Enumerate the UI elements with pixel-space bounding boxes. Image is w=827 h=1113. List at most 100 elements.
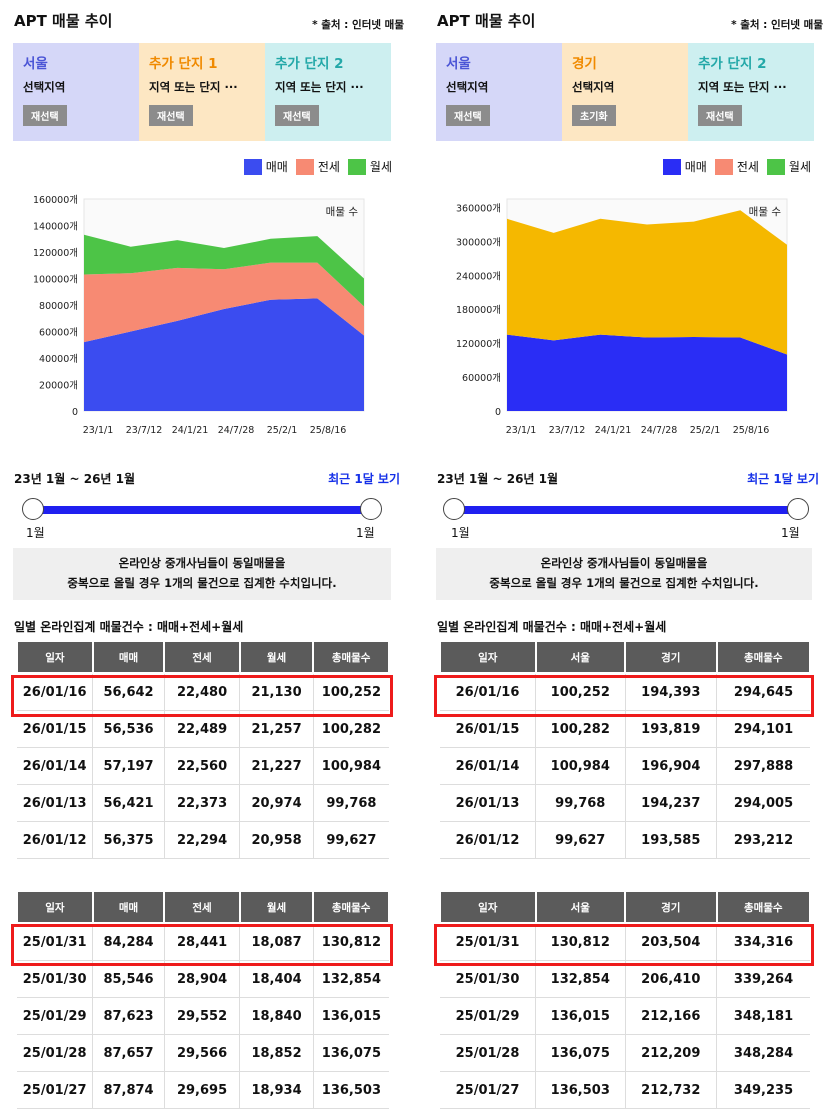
date-cell: 25/01/27 [17, 1071, 94, 1109]
value-cell: 18,840 [239, 997, 314, 1035]
x-tick-label: 23/1/1 [83, 425, 114, 436]
y-tick-label: 40000개 [39, 354, 78, 365]
region-sub: 선택지역 [446, 80, 489, 94]
value-cell: 193,585 [625, 821, 718, 859]
table-row: 26/01/13 99,768 194,237 294,005 [440, 784, 810, 822]
legend-item-jeonse[interactable]: 전세 [714, 158, 759, 175]
legend-item-wolse[interactable]: 월세 [766, 158, 811, 175]
date-range-slider[interactable] [22, 496, 382, 524]
value-cell: 99,627 [535, 821, 626, 859]
value-cell: 294,005 [716, 784, 810, 822]
value-cell: 99,768 [535, 784, 626, 822]
slider-track[interactable] [455, 506, 797, 514]
region-card-1[interactable]: 서울 선택지역 재선택 [436, 43, 562, 141]
x-tick-label: 25/2/1 [267, 425, 298, 436]
value-cell: 297,888 [716, 747, 810, 785]
value-cell: 56,375 [92, 821, 165, 859]
reselect-button[interactable]: 재선택 [149, 105, 193, 126]
y-tick-label: 300000개 [456, 237, 501, 248]
table-row: 25/01/29 87,623 29,552 18,840 136,015 [17, 997, 389, 1035]
y-tick-label: 180000개 [456, 305, 501, 316]
region-name: 경기 [572, 56, 597, 72]
value-cell: 294,645 [716, 673, 810, 711]
col-header: 총매물수 [312, 890, 390, 924]
legend-label: 전세 [317, 160, 340, 174]
region-selector: 서울 선택지역 재선택 추가 단지 1 지역 또는 단지 ··· 재선택 추가 … [13, 43, 391, 141]
value-cell: 100,984 [535, 747, 626, 785]
recent-month-link[interactable]: 최근 1달 보기 [747, 472, 819, 486]
value-cell: 85,546 [92, 960, 165, 998]
y-tick-label: 20000개 [39, 381, 78, 392]
region-card-3[interactable]: 추가 단지 2 지역 또는 단지 ··· 재선택 [688, 43, 814, 141]
table-row: 25/01/27 87,874 29,695 18,934 136,503 [17, 1071, 389, 1109]
col-header: 매매 [91, 890, 166, 924]
series-area-1 [507, 210, 787, 355]
source-note: * 출처 : 인터넷 매물 [731, 19, 823, 31]
table-row: 26/01/16 100,252 194,393 294,645 [440, 673, 810, 711]
reset-button[interactable]: 초기화 [572, 105, 616, 126]
date-range-slider[interactable] [443, 496, 809, 524]
table-row: 26/01/14 100,984 196,904 297,888 [440, 747, 810, 785]
region-sub: 선택지역 [23, 80, 66, 94]
region-card-3[interactable]: 추가 단지 2 지역 또는 단지 ··· 재선택 [265, 43, 391, 141]
col-header: 서울 [534, 890, 627, 924]
value-cell: 29,695 [164, 1071, 241, 1109]
value-cell: 20,974 [239, 784, 314, 822]
note-line: 온라인상 중개사님들이 동일매물을 [118, 556, 286, 570]
value-cell: 22,294 [164, 821, 241, 859]
highlight-box [434, 924, 814, 966]
date-cell: 26/01/13 [17, 784, 94, 822]
legend-item-jeonse[interactable]: 전세 [295, 158, 340, 175]
reselect-button[interactable]: 재선택 [698, 105, 742, 126]
legend-item-sale[interactable]: 매매 [662, 158, 707, 175]
value-cell: 56,642 [92, 673, 165, 711]
legend-item-sale[interactable]: 매매 [243, 158, 288, 175]
table-row: 25/01/28 87,657 29,566 18,852 136,075 [17, 1034, 389, 1072]
y-tick-label: 0 [495, 407, 501, 418]
region-name: 서울 [446, 56, 471, 72]
note-line: 중복으로 올릴 경우 1개의 물건으로 집계한 수치입니다. [67, 576, 337, 590]
slider-start-handle[interactable] [443, 498, 465, 520]
y-tick-label: 120000개 [33, 248, 78, 259]
panel-seoul-gyeonggi: APT 매물 추이 * 출처 : 인터넷 매물 서울 선택지역 재선택 경기 선… [433, 0, 827, 1113]
recent-month-link[interactable]: 최근 1달 보기 [328, 472, 400, 486]
slider-end-handle[interactable] [787, 498, 809, 520]
highlight-box [11, 675, 393, 717]
region-card-2[interactable]: 경기 선택지역 초기화 [562, 43, 688, 141]
slider-end-handle[interactable] [360, 498, 382, 520]
value-cell: 339,264 [716, 960, 810, 998]
col-header: 일자 [16, 890, 94, 924]
region-card-1[interactable]: 서울 선택지역 재선택 [13, 43, 139, 141]
region-card-2[interactable]: 추가 단지 1 지역 또는 단지 ··· 재선택 [139, 43, 265, 141]
region-name: 추가 단지 1 [149, 56, 218, 72]
y-tick-label: 0 [72, 407, 78, 418]
x-tick-label: 25/8/16 [733, 425, 770, 436]
region-sub: 지역 또는 단지 ··· [698, 80, 787, 94]
value-cell: 56,536 [92, 710, 165, 748]
slider-start-handle[interactable] [22, 498, 44, 520]
date-cell: 25/01/30 [17, 960, 94, 998]
col-header: 월세 [238, 890, 315, 924]
legend-item-wolse[interactable]: 월세 [347, 158, 392, 175]
y-tick-label: 80000개 [39, 301, 78, 312]
y-axis-label: 매물 수 [749, 206, 782, 218]
value-cell: 100,252 [535, 673, 626, 711]
region-selector: 서울 선택지역 재선택 경기 선택지역 초기화 추가 단지 2 지역 또는 단지… [436, 43, 814, 141]
slider-track[interactable] [34, 506, 370, 514]
series-area-0 [84, 298, 364, 411]
value-cell: 196,904 [625, 747, 718, 785]
reselect-button[interactable]: 재선택 [446, 105, 490, 126]
reselect-button[interactable]: 재선택 [23, 105, 67, 126]
legend-swatch [243, 158, 262, 175]
table-row: 25/01/29 136,015 212,166 348,181 [440, 997, 810, 1035]
col-header: 총매물수 [715, 640, 812, 674]
reselect-button[interactable]: 재선택 [275, 105, 319, 126]
y-tick-label: 60000개 [462, 373, 501, 384]
col-header: 경기 [624, 890, 718, 924]
col-header: 서울 [534, 640, 627, 674]
value-cell: 100,252 [313, 673, 389, 711]
table-row: 26/01/16 56,642 22,480 21,130 100,252 [17, 673, 389, 711]
y-tick-label: 240000개 [456, 271, 501, 282]
col-header: 전세 [163, 890, 241, 924]
legend-label: 월세 [369, 160, 392, 174]
